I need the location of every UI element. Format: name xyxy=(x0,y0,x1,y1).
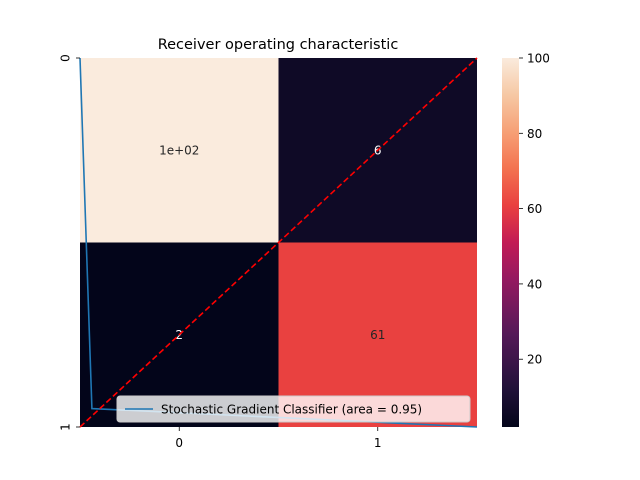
colorbar-tick-label: 20 xyxy=(527,353,542,367)
heatmap-cell-label-0-0: 1e+02 xyxy=(159,143,199,157)
colorbar: 20 40 60 80 100 xyxy=(502,52,550,427)
y-tick-label: 0 xyxy=(59,54,73,62)
heatmap-cell-label-1-1: 61 xyxy=(370,328,385,342)
heatmap-cell-0-0 xyxy=(80,58,279,243)
diagonal-reference-line xyxy=(79,57,478,428)
colorbar-gradient xyxy=(502,58,519,427)
legend-entry-label: Stochastic Gradient Classifier (area = 0… xyxy=(161,403,422,417)
legend-box xyxy=(116,395,471,423)
chart-title: Receiver operating characteristic xyxy=(158,37,399,53)
x-tick-label: 0 xyxy=(175,436,183,450)
heatmap-axes: 0 1 0 1 xyxy=(59,54,382,450)
colorbar-tick-label: 100 xyxy=(527,52,550,66)
colorbar-tick-label: 60 xyxy=(527,202,542,216)
x-tick-label: 1 xyxy=(374,436,382,450)
colorbar-tick-label: 40 xyxy=(527,277,542,291)
y-tick-label: 1 xyxy=(59,423,73,431)
legend[interactable]: Stochastic Gradient Classifier (area = 0… xyxy=(116,395,471,423)
colorbar-tick-label: 80 xyxy=(527,127,542,141)
